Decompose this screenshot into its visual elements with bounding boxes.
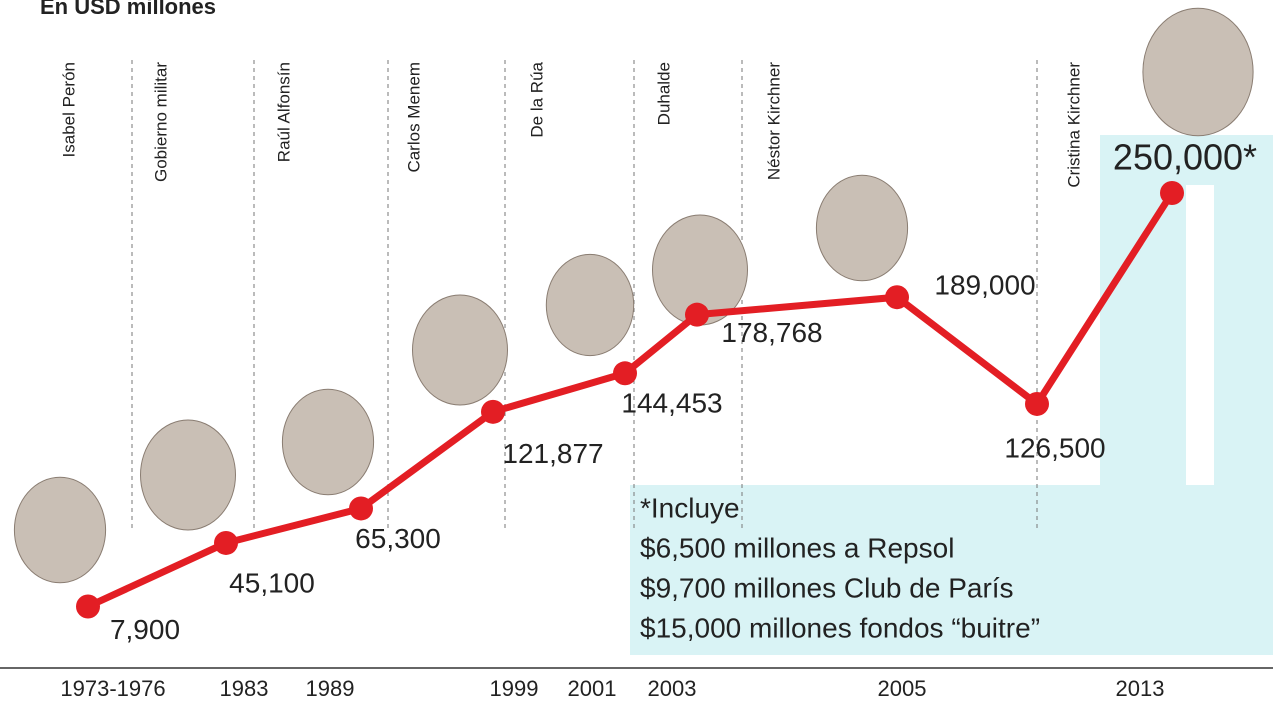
portrait — [412, 294, 508, 406]
data-point — [613, 361, 637, 386]
data-point — [1160, 181, 1184, 205]
chart-title: En USD millones — [40, 0, 216, 19]
portrait — [140, 419, 236, 531]
x-tick-label: 1973-1976 — [60, 676, 165, 701]
value-label: 45,100 — [229, 567, 315, 598]
portrait — [815, 174, 909, 282]
note-line: $6,500 millones a Repsol — [640, 532, 954, 563]
data-point — [214, 530, 238, 555]
portrait — [1142, 7, 1254, 137]
president-name: Cristina Kirchner — [1064, 62, 1083, 188]
value-label: 126,500 — [1004, 432, 1105, 463]
value-label: 121,877 — [502, 438, 603, 469]
x-tick-label: 2005 — [878, 676, 927, 701]
value-label: 189,000 — [934, 270, 1035, 301]
x-tick-label: 1983 — [220, 676, 269, 701]
x-tick-label: 2003 — [648, 676, 697, 701]
x-tick-label: 2013 — [1116, 676, 1165, 701]
president-name: Gobierno militar — [151, 62, 170, 182]
president-name: Isabel Perón — [59, 62, 78, 157]
note-line: *Incluye — [640, 492, 740, 523]
data-point — [1025, 391, 1049, 416]
data-point — [76, 594, 100, 619]
value-label: 65,300 — [355, 523, 441, 554]
x-tick-label: 1999 — [490, 676, 539, 701]
value-label: 7,900 — [110, 614, 180, 645]
data-point — [885, 285, 909, 310]
portrait — [13, 476, 107, 584]
value-label: 178,768 — [721, 317, 822, 348]
x-tick-label: 2001 — [568, 676, 617, 701]
president-name: Duhalde — [654, 62, 673, 125]
strip-gap — [1186, 185, 1214, 485]
value-label: 144,453 — [621, 388, 722, 419]
data-point — [481, 399, 505, 424]
note-box — [630, 485, 1273, 655]
president-name: Raúl Alfonsín — [274, 62, 293, 162]
note-line: $15,000 millones fondos “buitre” — [640, 612, 1040, 643]
president-name: Néstor Kirchner — [764, 62, 783, 180]
president-name: De la Rúa — [527, 61, 546, 137]
note-line: $9,700 millones Club de París — [640, 572, 1014, 603]
portrait — [281, 388, 375, 496]
x-tick-label: 1989 — [306, 676, 355, 701]
data-point — [349, 496, 373, 521]
portrait — [545, 253, 635, 357]
value-label: 250,000* — [1113, 137, 1257, 178]
president-name: Carlos Menem — [404, 62, 423, 173]
data-point — [685, 302, 709, 327]
